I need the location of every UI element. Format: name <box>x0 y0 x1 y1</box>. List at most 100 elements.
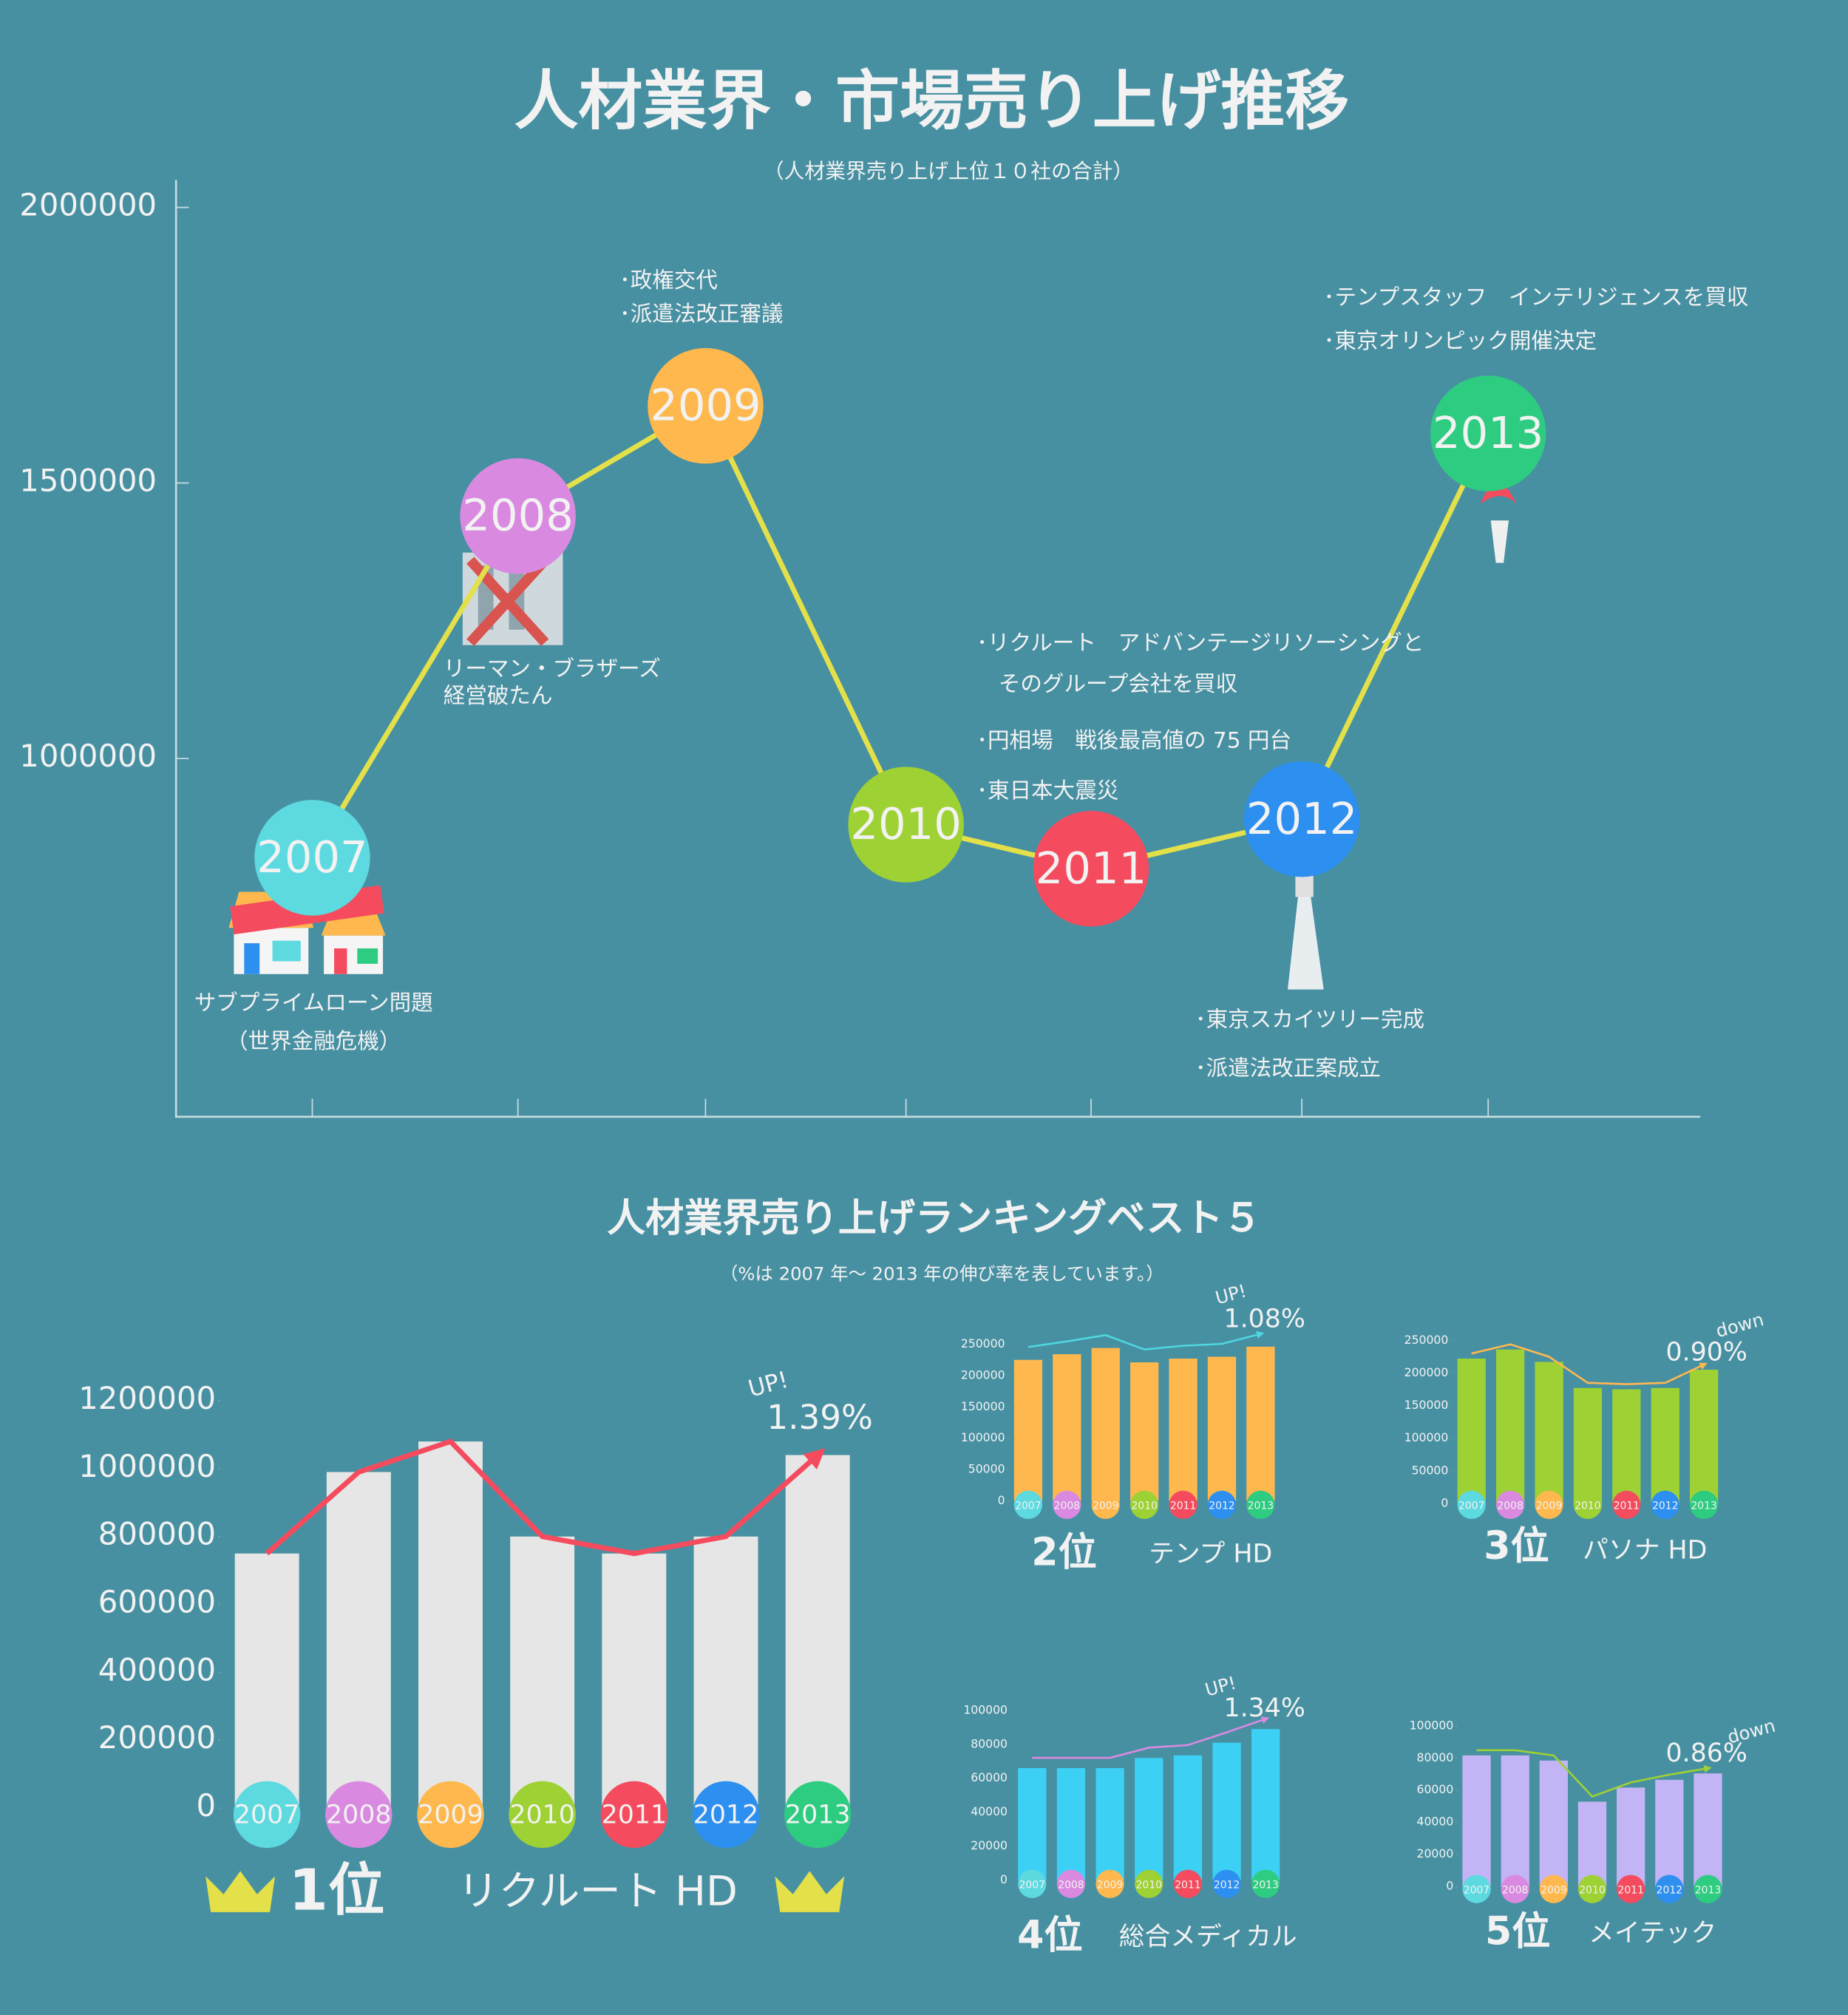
trend-line <box>1476 1749 1712 1798</box>
y-tick-label: 800000 <box>98 1516 216 1552</box>
year-circle <box>784 1781 852 1848</box>
annotation: ･円相場 戦後最高値の 75 円台 <box>976 728 1291 753</box>
year-circle <box>417 1781 484 1848</box>
ranking-title: 人材業界売り上げランキングベスト５ <box>607 1197 1262 1241</box>
year-label: 2009 <box>418 1801 483 1830</box>
y-tick-label: 150000 <box>961 1399 1005 1413</box>
year-circle <box>1573 1490 1603 1519</box>
bar <box>1577 1801 1607 1887</box>
year-label: 2010 <box>1579 1884 1605 1896</box>
trend-line <box>1032 1716 1270 1759</box>
trend-line <box>1027 1331 1265 1351</box>
y-tick-label: 200000 <box>98 1719 216 1756</box>
rank-label: 5位 <box>1485 1909 1550 1954</box>
year-label: 2012 <box>1657 1884 1682 1896</box>
annotation: ･東日本大震災 <box>976 778 1118 803</box>
bar <box>1173 1755 1203 1880</box>
year-circle <box>1173 1869 1203 1898</box>
year-label: 2009 <box>1093 1501 1118 1512</box>
bar <box>1053 1354 1081 1501</box>
year-label: 2007 <box>257 832 367 883</box>
crown-icon <box>205 1871 845 1912</box>
year-label: 2009 <box>1097 1879 1123 1891</box>
bar <box>1251 1729 1280 1880</box>
year-label: 2008 <box>1058 1879 1084 1891</box>
year-circle <box>1207 1490 1237 1519</box>
year-circle <box>1091 1490 1120 1519</box>
year-label: 2012 <box>693 1801 758 1830</box>
year-circle <box>1243 761 1360 877</box>
year-circle <box>1056 1869 1086 1898</box>
y-tick-label: 0 <box>1000 1872 1008 1886</box>
growth-label: 1.39% <box>767 1398 873 1437</box>
tower-icon <box>1288 848 1324 990</box>
bar <box>510 1536 575 1809</box>
year-label: 2007 <box>234 1801 299 1830</box>
annotation: ･テンプスタッフ インテリジェンスを買収 <box>1324 285 1749 310</box>
bar <box>1013 1359 1043 1501</box>
rank-label: 3位 <box>1484 1524 1549 1569</box>
y-tick-label: 1500000 <box>19 462 157 498</box>
year-circle <box>1694 1875 1722 1903</box>
company-name: 総合メディカル <box>1119 1923 1297 1952</box>
y-tick-label: 100000 <box>963 1702 1008 1716</box>
year-label: 2010 <box>850 798 961 849</box>
year-circle <box>1430 376 1546 492</box>
year-label: 2010 <box>1574 1501 1600 1512</box>
y-tick-label: 1200000 <box>78 1380 216 1416</box>
y-tick-label: 150000 <box>1404 1398 1449 1412</box>
growth-label: 1.34% <box>1223 1693 1305 1723</box>
year-label: 2012 <box>1652 1501 1678 1512</box>
year-circle <box>1535 1490 1563 1519</box>
growth-label: 0.90% <box>1666 1338 1747 1367</box>
bar <box>1457 1359 1486 1504</box>
year-circle <box>460 458 576 574</box>
bar <box>326 1472 391 1809</box>
y-tick-label: 100000 <box>1404 1430 1449 1444</box>
axes <box>174 180 1701 1118</box>
annotation: （世界金融危機） <box>226 1028 401 1053</box>
year-label: 2012 <box>1246 793 1357 844</box>
year-label: 2013 <box>1695 1884 1721 1896</box>
bar <box>1212 1742 1241 1880</box>
y-tick-label: 100000 <box>961 1430 1005 1444</box>
bar <box>1694 1773 1722 1887</box>
year-circle <box>1018 1869 1047 1898</box>
annotation: ･政権交代 <box>619 268 718 293</box>
bar <box>1135 1758 1164 1880</box>
annotation: サブプライムローン問題 <box>194 990 433 1015</box>
y-tick-label: 60000 <box>1417 1782 1454 1796</box>
bar <box>1056 1767 1086 1880</box>
company-name: パソナ HD <box>1583 1535 1707 1565</box>
year-circle <box>1130 1490 1159 1519</box>
bar <box>1095 1767 1124 1880</box>
y-tick-label: 400000 <box>98 1651 216 1688</box>
bar <box>1690 1370 1719 1504</box>
year-circle <box>692 1781 760 1848</box>
year-circle <box>1577 1875 1607 1903</box>
y-tick-label: 0 <box>1441 1496 1448 1510</box>
annotation: 経営破たん <box>444 683 553 708</box>
year-circle <box>1651 1490 1679 1519</box>
year-label: 2008 <box>1497 1501 1523 1512</box>
bar <box>1612 1389 1641 1504</box>
annotation: リーマン・ブラザーズ <box>444 656 661 681</box>
bar <box>1169 1359 1198 1501</box>
year-label: 2011 <box>1614 1501 1640 1512</box>
year-label: 2007 <box>1464 1884 1489 1896</box>
bar <box>1617 1787 1645 1887</box>
bar <box>1018 1767 1047 1880</box>
annotation: ･東京スカイツリー完成 <box>1195 1007 1424 1032</box>
rank-label: 4位 <box>1017 1914 1082 1958</box>
year-label: 2007 <box>1019 1879 1045 1891</box>
company-name: リクルート HD <box>458 1868 738 1916</box>
bar <box>1130 1362 1159 1501</box>
year-label: 2011 <box>1175 1879 1200 1891</box>
year-circle <box>1013 1490 1043 1519</box>
year-circle <box>1617 1875 1645 1903</box>
year-circle <box>1501 1875 1529 1903</box>
y-tick-label: 60000 <box>971 1770 1008 1784</box>
y-tick-label: 80000 <box>971 1736 1008 1750</box>
